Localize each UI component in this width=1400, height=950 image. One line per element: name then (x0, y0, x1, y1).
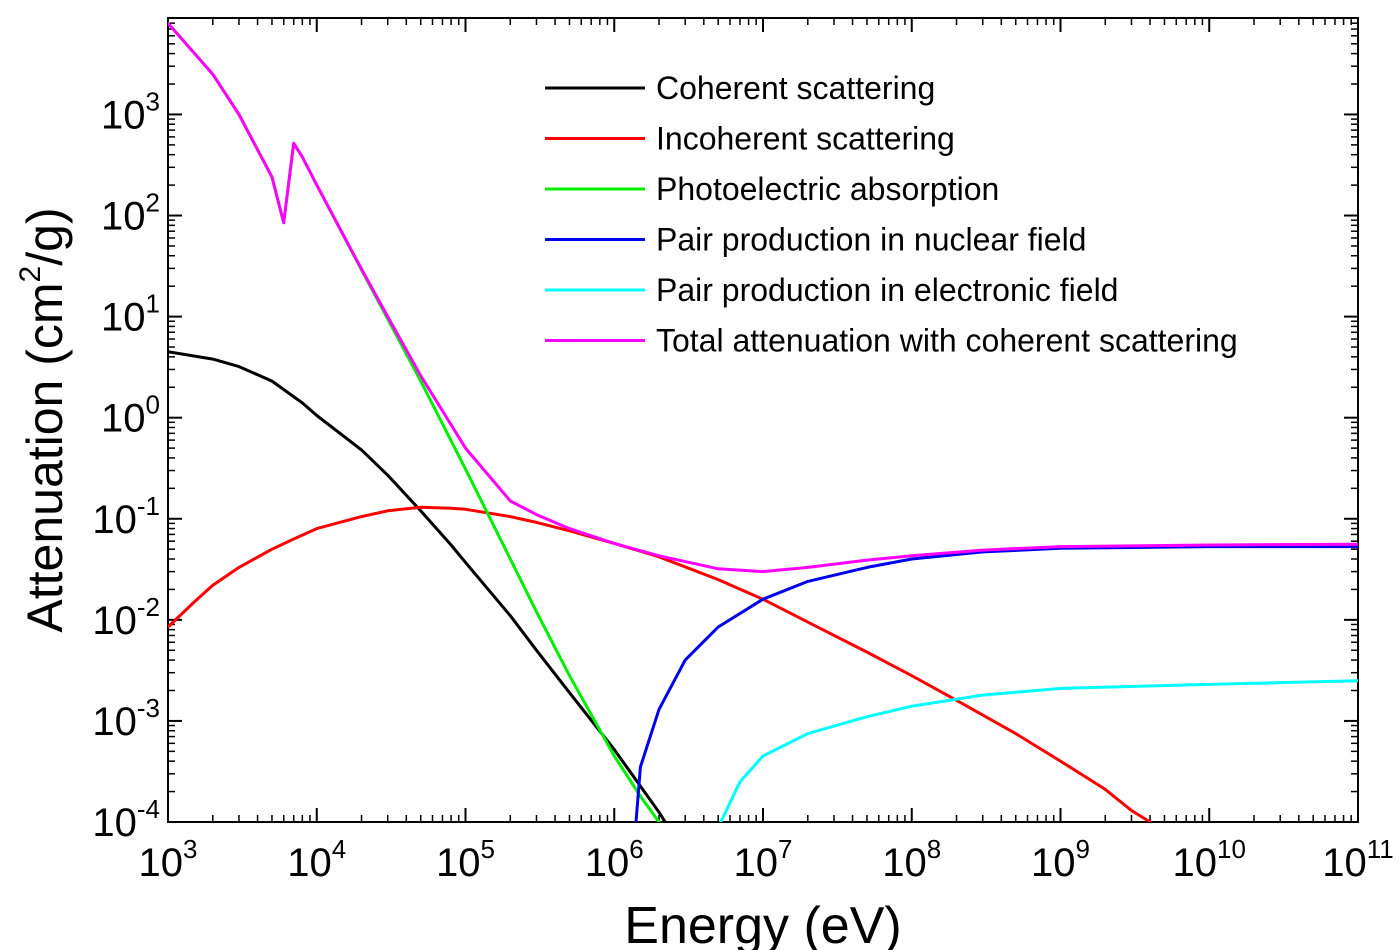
series-line-1 (168, 350, 667, 822)
legend-label: Total attenuation with coherent scatteri… (656, 323, 1238, 359)
y-tick-label: 102 (101, 188, 160, 239)
x-tick-label: 1010 (1173, 834, 1246, 885)
series-line-4 (634, 545, 1358, 822)
tick-labels: 103 104 105 106 107 108 109 1010 1011 10-4 10-3 10-… (92, 86, 1393, 885)
y-tick-label: 10-3 (92, 693, 160, 744)
x-tick-label: 104 (287, 834, 346, 885)
y-tick-label: 100 (101, 390, 160, 441)
y-tick-label: 10-4 (92, 794, 160, 845)
y-axis-label: Attenuation (cm2/g) (14, 207, 73, 632)
legend-label: Pair production in nuclear field (656, 222, 1086, 258)
series-line-6 (168, 21, 1358, 574)
legend-label: Coherent scattering (656, 70, 935, 106)
x-tick-label: 103 (139, 834, 198, 885)
y-tick-label: 101 (101, 289, 160, 340)
legend: Coherent scattering Incoherent scattering… (545, 70, 1238, 359)
series-line-3 (168, 21, 661, 822)
x-tick-label: 108 (882, 834, 941, 885)
x-tick-label: 106 (585, 834, 644, 885)
series-line-5 (719, 679, 1358, 822)
y-tick-label: 103 (101, 86, 160, 137)
plot-area (168, 21, 1358, 822)
legend-label: Pair production in electronic field (656, 272, 1118, 308)
x-tick-label: 1011 (1322, 834, 1394, 885)
series-line-2 (168, 505, 1152, 822)
x-axis-label: Energy (eV) (624, 897, 901, 950)
x-tick-label: 107 (734, 834, 793, 885)
legend-label: Photoelectric absorption (656, 171, 999, 207)
x-tick-label: 109 (1031, 834, 1090, 885)
y-tick-label: 10-1 (92, 491, 160, 542)
legend-label: Incoherent scattering (656, 121, 955, 157)
axes (167, 17, 1359, 823)
x-tick-label: 105 (436, 834, 495, 885)
y-tick-label: 10-2 (92, 592, 160, 643)
